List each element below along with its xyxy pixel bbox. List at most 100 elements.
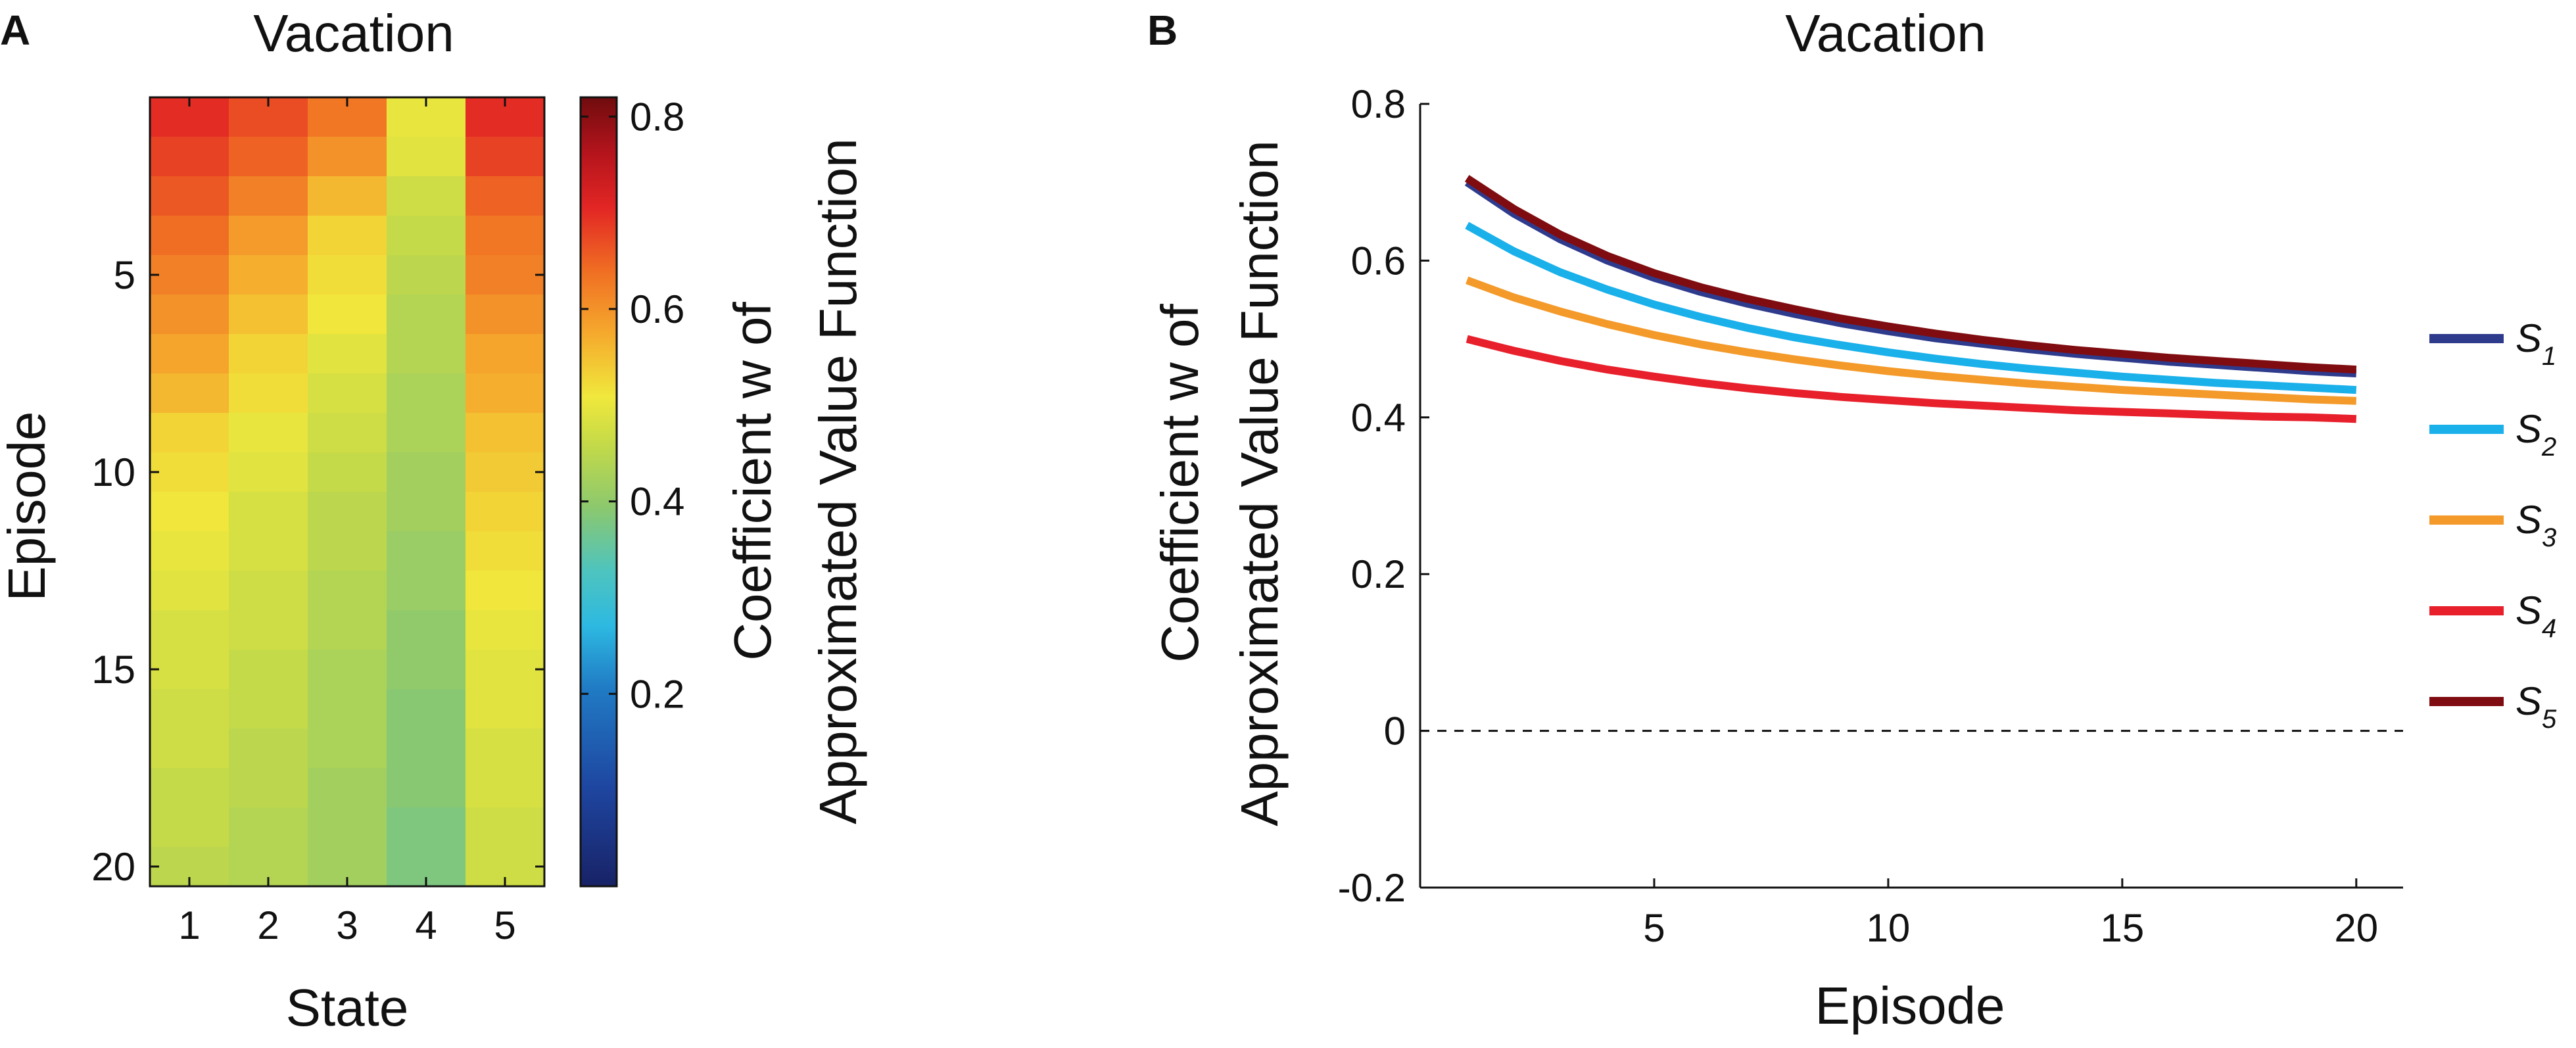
heatmap-y-label: Episode (0, 411, 56, 601)
line-chart-y-tick-label: -0.2 (1338, 866, 1406, 910)
line-chart-y-tick-label: 0 (1384, 709, 1406, 753)
line-chart-y-label-line1: Coefficient w of (1151, 303, 1209, 662)
colorbar-label-line2: Approximated Value Function (809, 138, 867, 824)
heatmap-cell (387, 452, 466, 492)
heatmap-x-tick-label: 1 (178, 903, 200, 947)
line-chart-y-tick-label: 0.2 (1351, 552, 1406, 596)
line-chart-y-tick-label: 0.4 (1351, 396, 1406, 440)
panel-b: B Vacation 5 10 15 20 -0.200.20.40.60.8 Epi… (1147, 4, 2557, 1035)
heatmap-cell (387, 650, 466, 690)
heatmap-cell (229, 295, 308, 335)
heatmap-cell (465, 689, 545, 729)
heatmap-cell (229, 176, 308, 216)
heatmap-cell (465, 176, 545, 216)
heatmap-cell (229, 452, 308, 492)
heatmap-cell (229, 650, 308, 690)
heatmap-cell (387, 768, 466, 808)
heatmap-cell (150, 768, 229, 808)
heatmap-y-tick-label: 15 (91, 648, 135, 692)
heatmap-cell (150, 452, 229, 492)
heatmap-cell (229, 137, 308, 177)
colorbar-tick-label: 0.4 (630, 480, 684, 524)
heatmap-cell (387, 373, 466, 414)
heatmap-cell (229, 492, 308, 532)
heatmap-cell (387, 334, 466, 374)
heatmap-y-ticks: 5 10 15 20 (91, 253, 544, 889)
heatmap-cell (150, 295, 229, 335)
heatmap-cell (229, 768, 308, 808)
heatmap-cell (150, 610, 229, 650)
heatmap-cell (308, 413, 387, 453)
heatmap-cell (229, 531, 308, 571)
panel-a: A Vacation 1 2 3 4 5 5 10 15 20 State Episode 0… (0, 4, 867, 1037)
heatmap-cell (387, 295, 466, 335)
heatmap-cell (308, 768, 387, 808)
heatmap-x-ticks: 1 2 3 4 5 (178, 97, 516, 947)
heatmap-x-tick-label: 5 (494, 903, 515, 947)
heatmap-cell (150, 531, 229, 571)
heatmap-cell (387, 728, 466, 769)
heatmap-cell (308, 452, 387, 492)
heatmap-cell (465, 137, 545, 177)
heatmap-cell (229, 689, 308, 729)
legend-label: S (2516, 679, 2542, 723)
line-chart-y-tick-label: 0.6 (1351, 239, 1406, 283)
heatmap-cell (229, 373, 308, 414)
legend-subscript: 5 (2542, 705, 2557, 734)
series-line-s2 (1465, 222, 2357, 394)
heatmap-cell (150, 728, 229, 769)
series-line-s3 (1466, 276, 2357, 405)
heatmap-y-tick-label: 5 (114, 253, 135, 297)
heatmap-cell (308, 373, 387, 414)
heatmap-cell (150, 571, 229, 611)
line-series (1464, 175, 2357, 423)
colorbar (579, 96, 618, 888)
colorbar-ticks: 0.2 0.4 0.6 0.8 (581, 95, 684, 716)
heatmap-cell (308, 216, 387, 256)
heatmap-cell (465, 728, 545, 769)
heatmap-cell (387, 492, 466, 532)
heatmap-cell (308, 571, 387, 611)
line-chart-x-tick-label: 10 (1867, 906, 1911, 950)
heatmap-cell (308, 334, 387, 374)
heatmap-cell (465, 216, 545, 256)
heatmap-cell (387, 610, 466, 650)
colorbar-label-line1: Coefficient w of (723, 301, 782, 660)
heatmap-cell (150, 216, 229, 256)
heatmap-y-tick-label: 10 (91, 450, 135, 494)
line-chart-x-tick-label: 5 (1643, 906, 1665, 950)
heatmap-cell (387, 137, 466, 177)
line-chart-y-label-line2: Approximated Value Function (1230, 140, 1289, 826)
line-chart-y-tick-label: 0.8 (1351, 82, 1406, 126)
colorbar-tick-label: 0.8 (630, 95, 684, 139)
heatmap-cell (308, 137, 387, 177)
heatmap-cell (465, 295, 545, 335)
heatmap-cell (150, 492, 229, 532)
heatmap-cell (387, 176, 466, 216)
heatmap-cell (308, 610, 387, 650)
heatmap-cell (465, 650, 545, 690)
heatmap-cell (150, 650, 229, 690)
heatmap-cell (465, 452, 545, 492)
heatmap-cell (465, 571, 545, 611)
colorbar-tick-label: 0.2 (630, 672, 684, 716)
heatmap-cell (150, 334, 229, 374)
heatmap-cell (229, 728, 308, 769)
line-chart-x-label: Episode (1815, 976, 2005, 1035)
heatmap-cell (308, 807, 387, 847)
series-line-s5 (1464, 175, 2357, 374)
heatmap-cell (308, 650, 387, 690)
heatmap-cell (150, 689, 229, 729)
heatmap-cell (308, 176, 387, 216)
heatmap-cell (387, 807, 466, 847)
heatmap-cell (465, 768, 545, 808)
heatmap-cell (150, 413, 229, 453)
heatmap-cell (229, 413, 308, 453)
heatmap-title: Vacation (253, 4, 454, 62)
series-line-s4 (1466, 335, 2357, 423)
heatmap-x-tick-label: 2 (257, 903, 279, 947)
